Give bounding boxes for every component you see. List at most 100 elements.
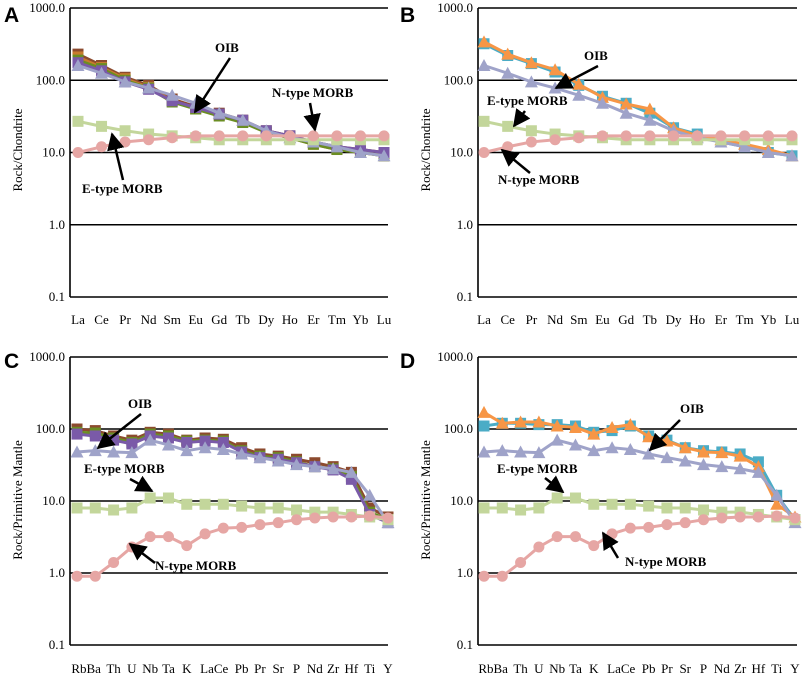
- data-point: [290, 458, 304, 471]
- data-point: [697, 445, 711, 458]
- annotation-arrow: [193, 57, 232, 114]
- x-tick-label: Ho: [282, 312, 298, 327]
- data-point: [514, 415, 528, 428]
- data-point: [620, 130, 632, 142]
- data-point: [254, 519, 266, 531]
- data-point: [733, 449, 747, 462]
- data-point: [644, 130, 656, 142]
- data-point: [345, 473, 357, 485]
- y-tick-label: 1000.0: [29, 0, 65, 15]
- y-tick-label: 1.0: [457, 217, 473, 232]
- series-e-type-morb: [478, 492, 801, 526]
- data-point: [217, 498, 229, 510]
- data-point: [478, 147, 490, 158]
- data-point: [89, 502, 101, 514]
- data-point: [643, 500, 655, 512]
- annotation-arrow: [500, 148, 531, 174]
- data-point: [181, 540, 193, 552]
- data-point: [478, 420, 490, 432]
- x-tick-label: Hf: [752, 661, 766, 676]
- data-point: [533, 541, 545, 553]
- data-point: [107, 445, 121, 458]
- y-tick-label: 10.0: [42, 145, 65, 160]
- data-point: [119, 125, 131, 137]
- data-point: [95, 66, 109, 79]
- data-point: [162, 432, 174, 444]
- x-tick-label: Nd: [307, 661, 323, 676]
- data-point: [272, 502, 284, 514]
- data-point: [595, 96, 609, 109]
- data-point: [108, 556, 120, 568]
- annotation-label: OIB: [128, 396, 152, 411]
- x-tick-label: Sm: [570, 312, 587, 327]
- data-point: [165, 88, 179, 101]
- data-point: [126, 502, 138, 514]
- panel-label: A: [4, 4, 19, 27]
- series-oib: [70, 433, 395, 529]
- data-point: [291, 514, 303, 526]
- data-point: [661, 519, 673, 531]
- data-point: [623, 418, 637, 431]
- annotation-arrow: [544, 475, 565, 494]
- data-point: [548, 63, 562, 76]
- x-tick-label: Ce: [500, 312, 515, 327]
- annotation-label: OIB: [584, 48, 608, 63]
- data-point: [752, 511, 764, 523]
- data-point: [698, 504, 710, 516]
- data-point: [181, 436, 193, 448]
- x-tick-label: Hf: [345, 661, 359, 676]
- panel-label: B: [400, 4, 415, 27]
- data-point: [698, 514, 710, 526]
- data-point: [253, 451, 267, 464]
- data-point: [144, 531, 156, 543]
- y-tick-label: 100.0: [36, 72, 65, 87]
- annotation-label: E-type MORB: [84, 461, 165, 476]
- data-point: [679, 517, 691, 529]
- data-point: [212, 106, 226, 119]
- x-tick-label: Ti: [771, 661, 782, 676]
- data-point: [495, 416, 509, 429]
- annotation-arrow: [303, 102, 321, 132]
- annotation-arrow: [96, 413, 142, 450]
- panel-c: C 0.1 1.0 10.0 100.0 1000.0 Rock/Primitive Man…: [4, 349, 395, 676]
- y-tick-label: 1000.0: [437, 349, 473, 364]
- data-point: [213, 130, 225, 142]
- x-tick-label: La: [477, 312, 491, 327]
- x-tick-label: Yb: [760, 312, 776, 327]
- data-point: [569, 492, 581, 504]
- data-point: [326, 462, 340, 475]
- data-point: [143, 128, 155, 140]
- data-point: [550, 433, 564, 446]
- x-tick-label: Eu: [595, 312, 610, 327]
- data-point: [363, 488, 377, 501]
- annotation-arrow: [128, 542, 156, 564]
- data-point: [327, 511, 339, 523]
- data-point: [515, 504, 527, 516]
- data-point: [734, 511, 746, 523]
- y-axis-title: Rock/Chondrite: [10, 108, 25, 191]
- data-point: [502, 120, 514, 132]
- data-point: [697, 458, 711, 471]
- data-point: [217, 436, 229, 448]
- annotation-arrow: [107, 132, 125, 181]
- series-n-type-morb: [71, 510, 394, 582]
- x-tick-label: Sr: [272, 661, 284, 676]
- data-point: [198, 441, 212, 454]
- x-tick-label: Tb: [643, 312, 657, 327]
- x-tick-label: Sr: [679, 661, 691, 676]
- data-point: [524, 56, 538, 69]
- y-tick-label: 100.0: [36, 421, 65, 436]
- data-point: [161, 438, 175, 451]
- data-point: [308, 460, 322, 473]
- data-point: [785, 149, 799, 162]
- x-tick-label: Sm: [163, 312, 180, 327]
- x-tick-label: Ta: [569, 661, 582, 676]
- x-tick-label: Ti: [364, 661, 375, 676]
- data-point: [477, 59, 491, 72]
- x-tick-label: K: [182, 661, 192, 676]
- data-point: [477, 405, 491, 418]
- data-point: [217, 522, 229, 534]
- data-point: [514, 445, 528, 458]
- data-point: [624, 522, 636, 534]
